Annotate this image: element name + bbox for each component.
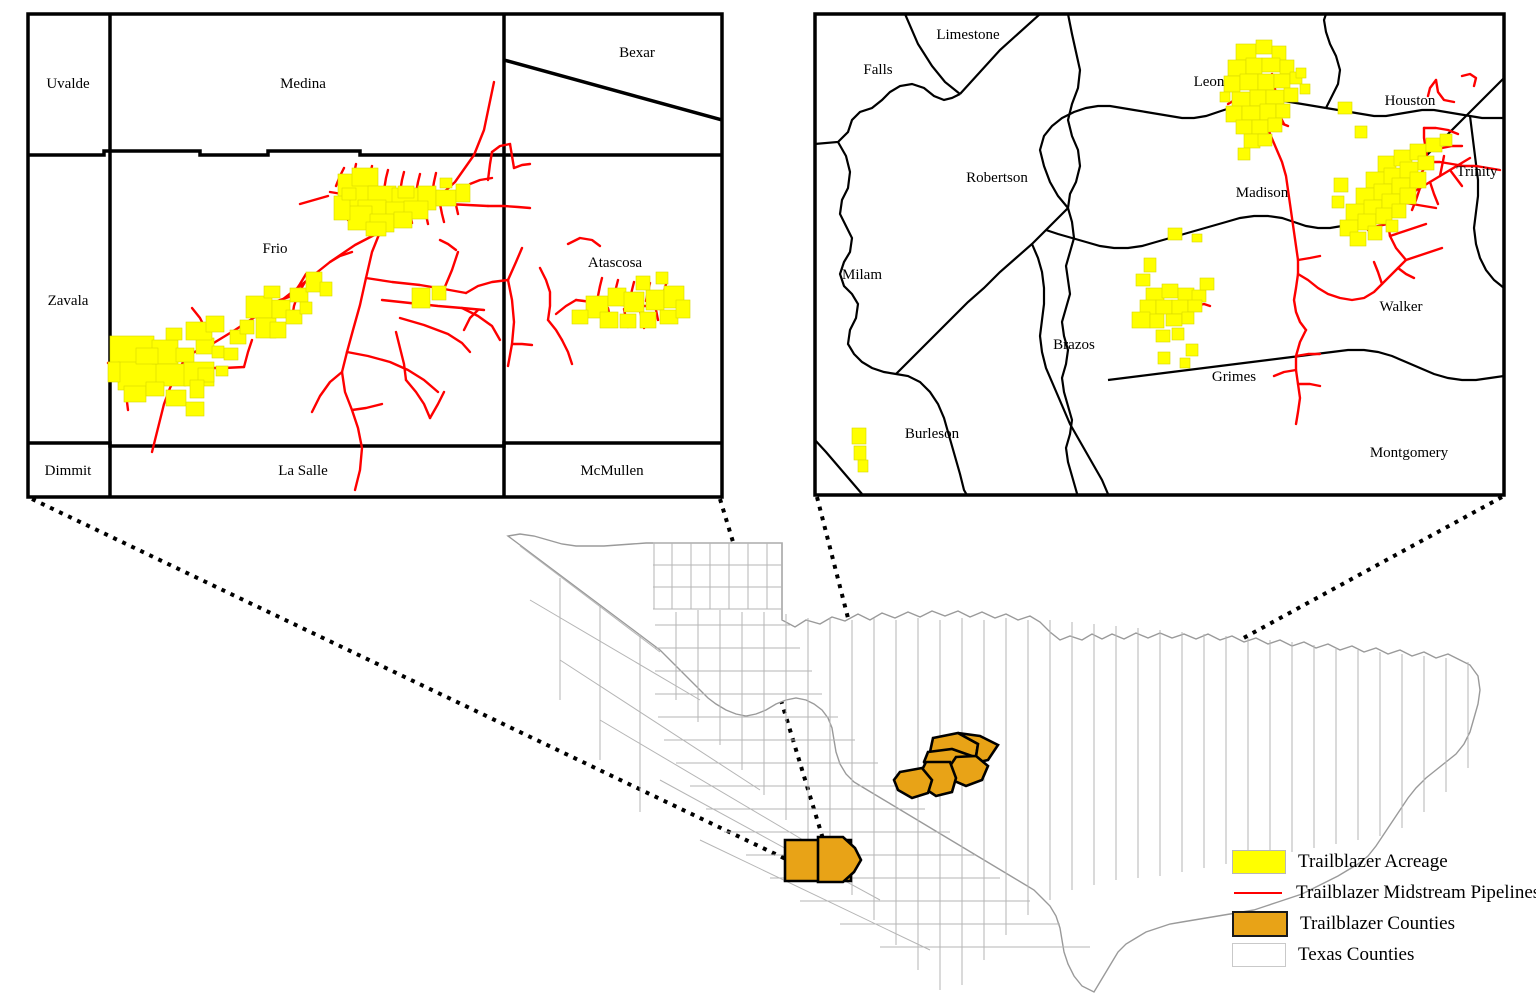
county-label-limestone: Limestone (936, 27, 1000, 43)
county-label-burleson: Burleson (905, 426, 960, 442)
texas-county-lines (519, 542, 1469, 990)
leader-ne-right (964, 495, 1503, 792)
inset-border-northeast (813, 12, 1506, 497)
map-legend: Trailblazer Acreage Trailblazer Midstrea… (1232, 846, 1536, 970)
county-label-madison: Madison (1236, 185, 1289, 201)
county-label-dimmit: Dimmit (45, 463, 93, 479)
trailblazer-county-swatch-icon (1232, 910, 1288, 937)
county-label-medina: Medina (280, 76, 326, 92)
county-label-brazos: Brazos (1053, 337, 1095, 353)
county-houston-block (957, 731, 1000, 765)
legend-item-acreage[interactable]: Trailblazer Acreage (1232, 846, 1532, 877)
southwest-inset[interactable]: Uvalde Medina Bexar Frio Zavala Atascosa… (26, 12, 724, 499)
legend-item-trailblazer-counties[interactable]: Trailblazer Counties (1232, 908, 1532, 939)
county-label-leon: Leon (1194, 74, 1225, 90)
acreage-parcels-sw (107, 167, 691, 417)
county-label-houston: Houston (1385, 93, 1436, 109)
county-label-falls: Falls (863, 62, 892, 78)
county-label-trinity: Trinity (1456, 164, 1498, 180)
texas-state-map[interactable] (506, 533, 1481, 993)
legend-label-acreage: Trailblazer Acreage (1298, 850, 1448, 872)
county-label-zavala: Zavala (48, 293, 89, 309)
county-label-milam: Milam (842, 267, 882, 283)
county-label-frio: Frio (262, 241, 287, 257)
pipeline-line-icon (1232, 882, 1284, 904)
county-label-montgomery: Montgomery (1370, 445, 1449, 461)
texas-county-swatch-icon (1232, 942, 1286, 967)
county-label-mcmullen: McMullen (580, 463, 644, 479)
legend-label-texas-counties: Texas Counties (1298, 943, 1415, 965)
trailblazer-counties-eastcentral[interactable] (892, 731, 1000, 800)
southwest-inset-content (29, 15, 721, 496)
legend-item-texas-counties[interactable]: Texas Counties (1232, 939, 1532, 970)
county-label-walker: Walker (1380, 299, 1423, 315)
acreage-swatch-icon (1232, 849, 1286, 874)
county-labels-sw: Uvalde Medina Bexar Frio Zavala Atascosa… (45, 45, 655, 479)
legend-item-pipelines[interactable]: Trailblazer Midstream Pipelines (1232, 877, 1536, 908)
county-label-uvalde: Uvalde (46, 76, 90, 92)
county-label-grimes: Grimes (1212, 369, 1256, 385)
county-label-bexar: Bexar (619, 45, 655, 61)
northeast-inset[interactable]: Limestone Falls Robertson Milam Brazos B… (813, 12, 1506, 497)
northeast-inset-content (816, 15, 1503, 494)
county-label-lasalle: La Salle (278, 463, 328, 479)
legend-label-trailblazer-counties: Trailblazer Counties (1300, 912, 1455, 934)
county-brazos-block (892, 766, 934, 800)
acreage-parcels-ne (851, 39, 1453, 473)
county-label-atascosa: Atascosa (588, 255, 642, 271)
county-lasalle-block (816, 835, 863, 884)
trailblazer-counties-south[interactable] (783, 835, 863, 884)
inset-border-southwest (26, 12, 724, 499)
leader-sw-left (31, 497, 791, 863)
county-boundaries-sw (29, 15, 721, 496)
county-label-robertson: Robertson (966, 170, 1028, 186)
legend-label-pipelines: Trailblazer Midstream Pipelines (1296, 881, 1536, 903)
county-labels-ne: Limestone Falls Robertson Milam Brazos B… (842, 27, 1498, 461)
